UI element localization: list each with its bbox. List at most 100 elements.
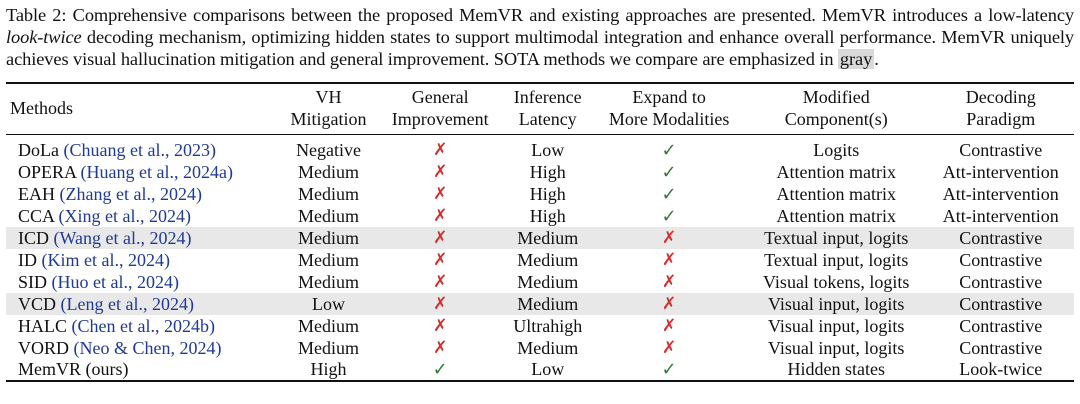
latency-value: Medium: [517, 337, 579, 358]
latency-value: Ultrahigh: [513, 315, 583, 336]
expand-cell: ✗: [593, 249, 745, 271]
cross-icon: ✗: [433, 140, 448, 160]
paradigm-cell: Att-intervention: [927, 205, 1074, 227]
citation-link[interactable]: (Chen et al., 2024b): [71, 315, 215, 336]
component-cell: Textual input, logits: [745, 249, 927, 271]
column-header-line2: Mitigation: [290, 109, 367, 129]
citation-link[interactable]: (Wang et al., 2024): [53, 227, 192, 248]
cross-icon: ✗: [433, 228, 448, 248]
citation-link[interactable]: (Kim et al., 2024): [41, 249, 170, 270]
general-cell: ✗: [378, 227, 503, 249]
check-icon: ✓: [661, 161, 677, 183]
paradigm-cell: Contrastive: [927, 315, 1074, 337]
latency-value: Medium: [517, 249, 579, 270]
caption-label: Table 2:: [6, 5, 67, 25]
citation-link[interactable]: (Chuang et al., 2023): [63, 139, 216, 160]
cross-icon: ✗: [433, 206, 448, 226]
latency-cell: Ultrahigh: [502, 315, 593, 337]
latency-value: High: [529, 205, 566, 226]
table-row: MemVR (ours) High ✓ Low ✓ Hidden states Look-t…: [6, 359, 1074, 382]
component-cell: Visual tokens, logits: [745, 271, 927, 293]
column-header-line2: Improvement: [391, 109, 489, 129]
table-row: ICD (Wang et al., 2024) Medium ✗ Medium ✗ Tex…: [6, 227, 1074, 249]
cross-icon: ✗: [661, 250, 677, 270]
vh-value: Negative: [296, 139, 362, 160]
method-cell: SID (Huo et al., 2024): [6, 271, 279, 293]
method-name: OPERA: [18, 161, 77, 182]
component-value: Attention matrix: [776, 183, 896, 204]
component-value: Textual input, logits: [764, 249, 909, 270]
general-cell: ✗: [378, 249, 502, 271]
general-cell: ✗: [378, 161, 502, 183]
component-cell: Attention matrix: [745, 205, 927, 227]
method-cell: VCD (Leng et al., 2024): [6, 293, 279, 315]
column-header-line1: Expand to: [632, 87, 706, 107]
vh-value: Medium: [298, 249, 360, 270]
paradigm-cell: Contrastive: [927, 135, 1074, 162]
latency-value: High: [529, 161, 566, 182]
expand-cell: ✓: [593, 359, 745, 382]
cross-icon: ✗: [433, 184, 448, 204]
expand-cell: ✗: [593, 227, 745, 249]
method-cell: DoLa (Chuang et al., 2023): [6, 135, 279, 162]
latency-value: Medium: [517, 271, 579, 292]
component-cell: Attention matrix: [745, 161, 927, 183]
component-value: Visual input, logits: [768, 315, 905, 336]
cross-icon: ✗: [661, 272, 677, 292]
check-icon: ✓: [661, 139, 677, 161]
table-row: ID (Kim et al., 2024) Medium ✗ Medium ✗ Textu…: [6, 249, 1074, 271]
latency-cell: High: [502, 205, 593, 227]
method-name: HALC: [18, 315, 67, 336]
latency-cell: Medium: [502, 227, 594, 249]
column-header-line2: Latency: [518, 109, 577, 129]
cross-icon: ✗: [433, 316, 448, 336]
table-body: DoLa (Chuang et al., 2023) Negative ✗ Low ✓ L…: [6, 135, 1074, 382]
column-header: Modified Component(s): [745, 83, 928, 135]
citation-link[interactable]: (Xing et al., 2024): [58, 205, 191, 226]
cross-icon: ✗: [433, 162, 448, 182]
vh-value: Medium: [298, 337, 360, 358]
column-header-line1: Inference: [513, 87, 582, 107]
paradigm-value: Contrastive: [959, 139, 1043, 160]
check-icon: ✓: [661, 183, 677, 205]
table-row: EAH (Zhang et al., 2024) Medium ✗ High ✓ Atte…: [6, 183, 1074, 205]
table-row: SID (Huo et al., 2024) Medium ✗ Medium ✗ Visu…: [6, 271, 1074, 293]
citation-link[interactable]: (Leng et al., 2024): [60, 293, 194, 314]
general-cell: ✗: [378, 205, 502, 227]
table-row: HALC (Chen et al., 2024b) Medium ✗ Ultrahig…: [6, 315, 1074, 337]
paradigm-value: Contrastive: [959, 337, 1043, 358]
vh-value: Medium: [298, 205, 360, 226]
citation-link[interactable]: (Neo & Chen, 2024): [73, 337, 222, 358]
vh-value: High: [310, 359, 347, 379]
citation-link[interactable]: (Huang et al., 2024a): [80, 161, 233, 182]
method-name: MemVR (ours): [18, 359, 129, 379]
method-cell: EAH (Zhang et al., 2024): [6, 183, 279, 205]
table-row: DoLa (Chuang et al., 2023) Negative ✗ Low ✓ L…: [6, 135, 1074, 162]
citation-link[interactable]: (Huo et al., 2024): [51, 271, 179, 292]
expand-cell: ✗: [593, 337, 745, 359]
column-header-line1: Decoding: [965, 87, 1036, 107]
latency-cell: Low: [502, 135, 593, 162]
column-header-line2: Paradigm: [966, 109, 1036, 129]
cross-icon: ✗: [661, 316, 677, 336]
expand-cell: ✓: [593, 205, 745, 227]
component-value: Attention matrix: [776, 205, 896, 226]
general-cell: ✗: [378, 183, 502, 205]
component-cell: Logits: [745, 135, 927, 162]
paradigm-cell: Att-intervention: [927, 161, 1074, 183]
cross-icon: ✗: [433, 338, 448, 358]
paradigm-cell: Contrastive: [927, 337, 1074, 359]
column-header-line1: VH: [315, 87, 342, 107]
column-header: Expand to More Modalities: [593, 83, 745, 135]
expand-cell: ✓: [593, 161, 745, 183]
check-icon: ✓: [661, 205, 677, 227]
check-icon: ✓: [432, 359, 448, 380]
paradigm-value: Contrastive: [959, 315, 1043, 336]
general-cell: ✗: [378, 293, 503, 315]
latency-value: High: [529, 183, 566, 204]
vh-cell: Medium: [279, 205, 378, 227]
column-header: VH Mitigation: [278, 83, 379, 135]
citation-link[interactable]: (Zhang et al., 2024): [59, 183, 202, 204]
latency-cell: Medium: [502, 293, 594, 315]
vh-cell: Medium: [279, 249, 378, 271]
